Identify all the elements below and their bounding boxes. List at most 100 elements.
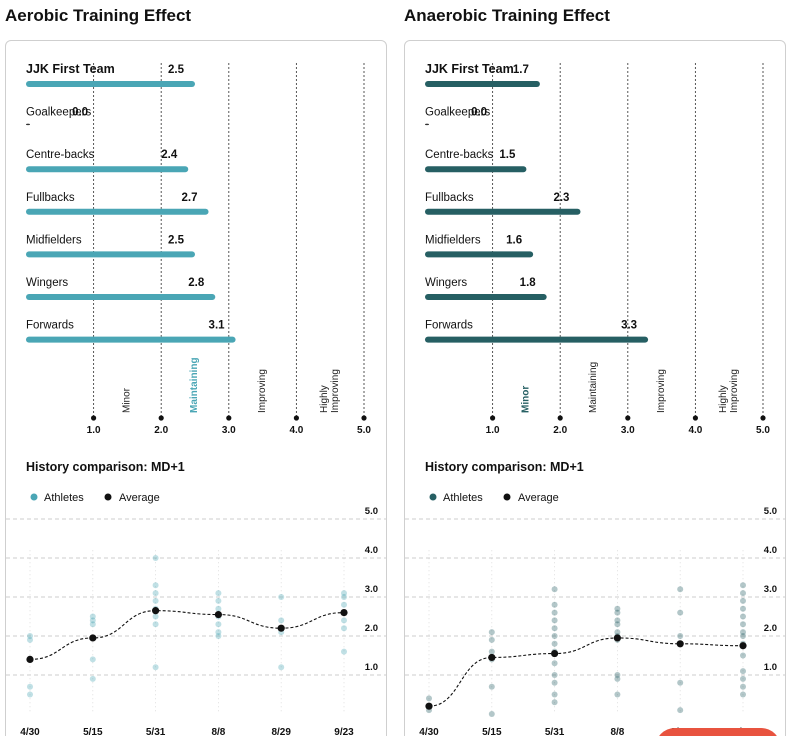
zone-boundary-marker xyxy=(361,415,367,421)
athlete-point xyxy=(740,597,746,604)
zone-tick-label: 3.0 xyxy=(621,425,635,436)
athlete-point xyxy=(614,675,621,682)
zone-tick-label: 1.0 xyxy=(87,425,101,436)
average-point xyxy=(551,649,559,658)
zone-boundary-marker xyxy=(226,415,232,421)
bar-fullbacks xyxy=(26,208,209,215)
bar-midfielders xyxy=(425,251,534,258)
athlete-point xyxy=(740,668,746,675)
anaerobic-chart-svg: 1.0 2.0 3.0 4.0 5.0 Minor Maintaining Improving… xyxy=(405,62,785,736)
athlete-point xyxy=(278,594,285,600)
bar-wingers xyxy=(26,294,216,300)
athlete-point xyxy=(740,633,746,639)
athlete-point xyxy=(677,586,684,593)
athlete-point xyxy=(551,601,558,608)
zone-tick-label: 1.0 xyxy=(486,425,500,436)
athlete-point xyxy=(551,660,558,667)
history-y-tick: 5.0 xyxy=(365,506,378,517)
athlete-point xyxy=(551,672,558,678)
athlete-point xyxy=(551,679,558,686)
bar-forwards xyxy=(26,336,236,343)
average-point xyxy=(214,610,222,619)
bar-forwards xyxy=(425,336,649,343)
bar-goalkeepers xyxy=(26,123,30,126)
athlete-point xyxy=(551,699,558,706)
bar-wingers xyxy=(425,294,547,300)
athlete-point xyxy=(152,621,159,628)
history-date-label: 9/23 xyxy=(334,727,354,736)
history-title: History comparison: MD+1 xyxy=(425,460,584,474)
bar-value-label: 2.5 xyxy=(168,64,185,76)
athlete-point xyxy=(740,675,746,682)
bar-value-label: 2.4 xyxy=(161,149,178,161)
history-y-tick: 2.0 xyxy=(365,623,378,634)
athlete-point xyxy=(488,629,495,636)
zone-label: Maintaining xyxy=(189,357,200,413)
aerobic-panel: 1.0 2.0 3.0 4.0 5.0 Minor Maintaining Improving… xyxy=(5,40,387,736)
bar-value-label: 1.8 xyxy=(520,277,537,289)
athlete-point xyxy=(551,640,558,647)
bar-fullbacks xyxy=(425,208,581,215)
athlete-point xyxy=(740,652,746,659)
history-y-tick: 3.0 xyxy=(764,584,777,595)
zone-boundary-marker xyxy=(692,415,698,421)
zone-tick-label: 4.0 xyxy=(688,425,702,436)
athlete-point xyxy=(740,683,746,690)
zone-boundary-marker xyxy=(625,415,631,421)
athlete-point xyxy=(152,590,159,597)
bar-value-label: 2.7 xyxy=(182,192,198,204)
average-point xyxy=(277,624,285,632)
category-label: Fullbacks xyxy=(425,192,474,204)
average-trend-line xyxy=(29,610,345,660)
athlete-point xyxy=(677,707,684,714)
history-y-tick: 5.0 xyxy=(764,506,777,517)
history-date-label: 5/31 xyxy=(146,727,166,736)
athlete-point xyxy=(341,625,347,632)
history-y-tick: 4.0 xyxy=(365,545,378,556)
zone-label: Highly xyxy=(718,385,729,413)
athlete-point xyxy=(278,664,285,671)
athlete-point xyxy=(278,617,285,624)
athlete-point xyxy=(426,695,432,702)
athlete-point xyxy=(740,691,746,698)
athlete-point xyxy=(677,609,684,616)
athlete-point xyxy=(488,636,495,643)
bar-value-label: 1.5 xyxy=(499,149,516,161)
legend-average-label: Average xyxy=(119,492,160,504)
athlete-point xyxy=(488,683,495,690)
athlete-point xyxy=(740,582,746,589)
category-label: Forwards xyxy=(425,320,473,332)
history-date-label: 5/15 xyxy=(83,727,103,736)
category-label: Midfielders xyxy=(425,234,481,246)
category-label: JJK First Team xyxy=(425,62,514,76)
legend-athletes-label: Athletes xyxy=(44,492,84,504)
aerobic-chart-svg: 1.0 2.0 3.0 4.0 5.0 Minor Maintaining Improving… xyxy=(6,62,386,736)
average-point xyxy=(613,634,621,642)
athlete-point xyxy=(614,691,621,698)
athlete-point xyxy=(215,597,222,604)
legend-athletes-marker xyxy=(30,493,38,501)
athlete-point xyxy=(740,621,746,628)
category-label: Centre-backs xyxy=(425,149,494,161)
bar-centre-backs xyxy=(425,166,527,173)
athlete-point xyxy=(27,683,33,690)
bar-goalkeepers xyxy=(425,123,429,126)
zone-label: Maintaining xyxy=(588,362,599,413)
bar-value-label: 1.6 xyxy=(506,234,522,246)
athlete-point xyxy=(677,633,684,639)
category-label: Wingers xyxy=(26,277,68,289)
bar-value-label: 3.1 xyxy=(209,320,226,332)
athlete-point xyxy=(215,590,222,597)
history-date-label: 8/29 xyxy=(271,727,291,736)
bar-jjk-first-team xyxy=(26,81,195,87)
legend-athletes-label: Athletes xyxy=(443,492,483,504)
category-label: Forwards xyxy=(26,320,74,332)
anaerobic-panel: 1.0 2.0 3.0 4.0 5.0 Minor Maintaining Improving… xyxy=(404,40,786,736)
category-label: Fullbacks xyxy=(26,192,75,204)
floating-action-button[interactable] xyxy=(655,728,781,736)
bar-midfielders xyxy=(26,251,195,258)
average-trend-line xyxy=(428,637,744,707)
athlete-point xyxy=(614,621,621,628)
athlete-point xyxy=(551,609,558,616)
athlete-point xyxy=(614,605,621,612)
